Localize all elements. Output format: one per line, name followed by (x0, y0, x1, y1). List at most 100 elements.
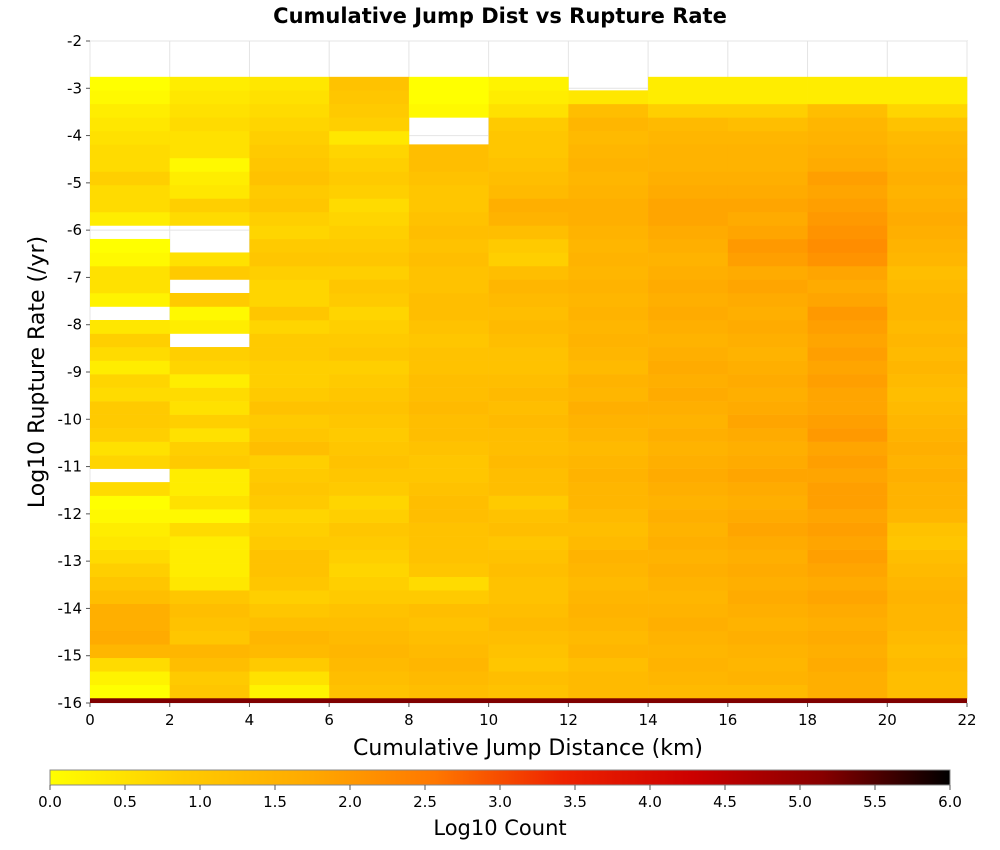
heatmap-cell (807, 279, 888, 294)
heatmap-cell (648, 144, 729, 159)
heatmap-cell (887, 347, 968, 361)
heatmap-cell (249, 455, 330, 469)
heatmap-cell (887, 130, 968, 145)
heatmap-cell (169, 144, 250, 159)
heatmap-cell (568, 252, 649, 267)
heatmap-cell (169, 360, 250, 375)
heatmap-cell (90, 441, 171, 456)
heatmap-cell (329, 374, 410, 388)
heatmap-cell (807, 374, 888, 388)
heatmap-cell (90, 360, 171, 375)
heatmap-cell (727, 320, 808, 334)
heatmap-cell (329, 684, 410, 699)
heatmap-cell (648, 279, 729, 294)
heatmap-cell (90, 374, 171, 388)
heatmap-cell (648, 495, 729, 510)
heatmap-cell (249, 401, 330, 415)
heatmap-cell (329, 90, 410, 105)
heatmap-cell (887, 428, 968, 442)
heatmap-cell (90, 576, 171, 591)
heatmap-cell (169, 117, 250, 132)
heatmap-cell (727, 292, 808, 307)
heatmap-cell (727, 576, 808, 591)
heatmap-cell (648, 644, 729, 659)
heatmap-cell (807, 644, 888, 659)
heatmap-cell (249, 225, 330, 240)
heatmap-cell (488, 455, 569, 469)
heatmap-cell (90, 414, 171, 429)
heatmap-cell (169, 211, 250, 226)
heatmap-cell (329, 482, 410, 496)
heatmap-cell (249, 684, 330, 699)
heatmap-cell (568, 401, 649, 415)
heatmap-cell (488, 509, 569, 523)
heatmap-cell (887, 644, 968, 659)
x-tick-label: 0 (85, 711, 95, 729)
heatmap-cell (249, 360, 330, 375)
heatmap-cell (807, 252, 888, 267)
heatmap-cell (887, 184, 968, 199)
heatmap-cell (408, 103, 489, 118)
heatmap-cell (169, 130, 250, 145)
heatmap-cell (169, 563, 250, 577)
heatmap-cell (727, 401, 808, 415)
heatmap-cell (408, 279, 489, 294)
heatmap-cell (727, 387, 808, 402)
heatmap-cell (887, 590, 968, 605)
heatmap-cell (568, 144, 649, 159)
heatmap-cell (90, 387, 171, 402)
heatmap-cell (727, 90, 808, 105)
heatmap-cell (727, 441, 808, 456)
heatmap-cell (408, 509, 489, 523)
heatmap-cell (648, 549, 729, 564)
heatmap-cell (169, 617, 250, 632)
heatmap-cell (408, 657, 489, 672)
heatmap-cell (887, 225, 968, 240)
heatmap-cell (807, 590, 888, 605)
heatmap-cell (329, 306, 410, 321)
heatmap-cell (249, 414, 330, 429)
heatmap-cell (169, 441, 250, 456)
heatmap-cell (807, 225, 888, 240)
heatmap-cell (329, 509, 410, 523)
heatmap-cell (329, 603, 410, 618)
heatmap-cell (169, 603, 250, 618)
heatmap-cell (648, 320, 729, 334)
heatmap-cell (408, 630, 489, 645)
heatmap-cell (887, 657, 968, 672)
heatmap-cell (807, 563, 888, 577)
colorbar-tick-label: 1.5 (263, 793, 287, 811)
heatmap-cell (329, 563, 410, 577)
heatmap-cell (90, 644, 171, 659)
heatmap-cell (727, 157, 808, 172)
heatmap-cell (249, 157, 330, 172)
heatmap-cell (807, 117, 888, 132)
heatmap-cell (329, 320, 410, 334)
heatmap-cell (169, 468, 250, 483)
heatmap-cell (408, 184, 489, 199)
heatmap-cell (568, 387, 649, 402)
heatmap-cell (807, 603, 888, 618)
heatmap-cell (169, 536, 250, 550)
heatmap-cell (408, 320, 489, 334)
heatmap-cell (887, 157, 968, 172)
heatmap-cell (727, 198, 808, 213)
colorbar-tick-label: 4.5 (713, 793, 737, 811)
heatmap-cell (488, 428, 569, 442)
colorbar-ticks: 0.0 0.5 1.0 1.5 2.0 2.5 3.0 3.5 4.0 4.5 5.0 5.5 6.0 (38, 785, 962, 811)
heatmap-cell (249, 657, 330, 672)
heatmap-cell (249, 76, 330, 91)
heatmap-cell (727, 495, 808, 510)
heatmap-cell (807, 522, 888, 537)
heatmap-cell (329, 144, 410, 159)
heatmap-cell (249, 590, 330, 605)
heatmap-cell (169, 347, 250, 361)
heatmap-cell (488, 536, 569, 550)
heatmap-cell (329, 252, 410, 267)
heatmap-cell (887, 252, 968, 267)
heatmap-cell (249, 306, 330, 321)
heatmap-cell (648, 157, 729, 172)
heatmap-cell (807, 157, 888, 172)
heatmap-cell (408, 401, 489, 415)
heatmap-cell (90, 238, 171, 253)
